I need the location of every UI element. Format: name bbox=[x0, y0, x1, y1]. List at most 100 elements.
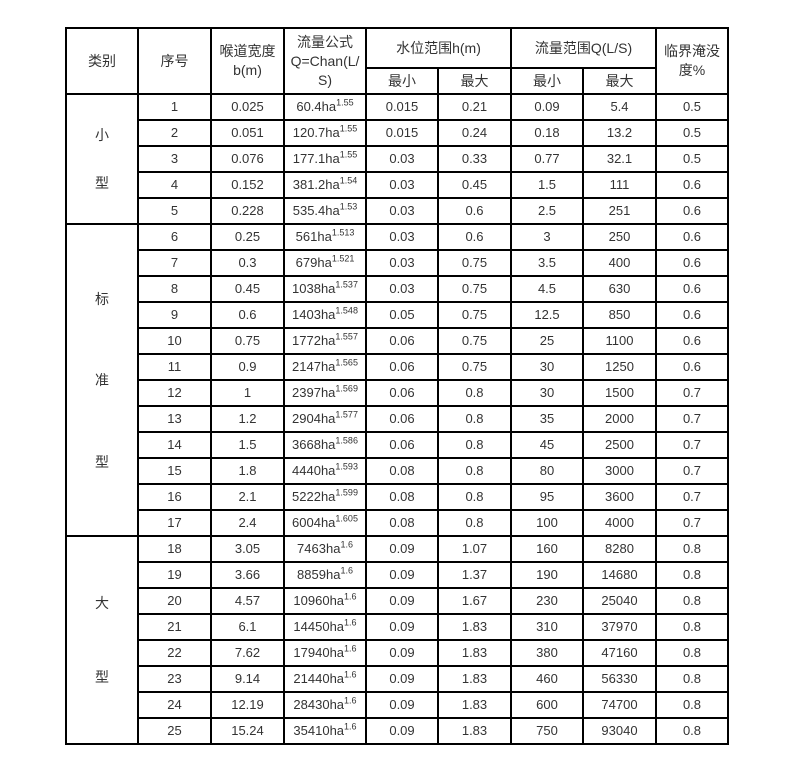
formula-exponent: 1.53 bbox=[339, 201, 358, 212]
formula: 1403ha1.548 bbox=[292, 305, 358, 322]
cell-q-max: 8280 bbox=[582, 535, 657, 563]
cell-submergence: 0.6 bbox=[655, 223, 729, 251]
cell-q-min: 30 bbox=[510, 379, 584, 407]
cell-q-min: 230 bbox=[510, 587, 584, 615]
table-row: 4 0.152 381.2ha1.54 0.03 0.45 1.5 111 0.6 bbox=[66, 171, 729, 199]
category-char: 小 bbox=[95, 127, 109, 143]
table-row: 20 4.57 10960ha1.6 0.09 1.67 230 25040 0.8 bbox=[66, 587, 729, 615]
cell-seq: 20 bbox=[137, 587, 212, 615]
cell-h-max: 0.8 bbox=[437, 509, 512, 537]
cell-seq: 10 bbox=[137, 327, 212, 355]
category-char: 型 bbox=[95, 453, 109, 470]
cell-formula: 5222ha1.599 bbox=[283, 483, 367, 511]
cell-h-min: 0.03 bbox=[365, 249, 439, 277]
table-row: 标准型 6 0.25 561ha1.513 0.03 0.6 3 250 0.6 bbox=[65, 223, 729, 537]
formula: 1038ha1.537 bbox=[292, 279, 358, 296]
cell-q-max: 3000 bbox=[582, 457, 657, 485]
table-row: 24 12.19 28430ha1.6 0.09 1.83 600 74700 0.8 bbox=[66, 691, 729, 719]
cell-submergence: 0.7 bbox=[655, 457, 729, 485]
cell-submergence: 0.6 bbox=[655, 301, 729, 329]
formula: 381.2ha1.54 bbox=[292, 175, 358, 192]
cell-h-min: 0.03 bbox=[365, 145, 439, 173]
formula: 10960ha1.6 bbox=[293, 591, 357, 608]
table-row: 大型 18 3.05 7463ha1.6 0.09 1.07 160 8280 0.8 bbox=[65, 535, 729, 745]
formula: 2397ha1.569 bbox=[292, 383, 358, 400]
category-char: 大 bbox=[95, 595, 109, 611]
category-label: 标准型 bbox=[68, 226, 136, 534]
cell-throat-width: 2.4 bbox=[210, 509, 285, 537]
formula-exponent: 1.6 bbox=[344, 643, 357, 654]
cell-h-max: 1.37 bbox=[437, 561, 512, 589]
cell-q-min: 3.5 bbox=[510, 249, 584, 277]
cell-h-max: 1.07 bbox=[437, 535, 512, 563]
cell-h-min: 0.06 bbox=[365, 431, 439, 459]
formula-exponent: 1.599 bbox=[335, 487, 358, 498]
cell-seq: 13 bbox=[137, 405, 212, 433]
formula: 14450ha1.6 bbox=[293, 617, 357, 634]
cell-h-min: 0.09 bbox=[365, 535, 439, 563]
cell-throat-width: 3.66 bbox=[210, 561, 285, 589]
cell-h-min: 0.09 bbox=[365, 691, 439, 719]
table-row: 7 0.3 679ha1.521 0.03 0.75 3.5 400 0.6 bbox=[66, 249, 729, 277]
formula-exponent: 1.593 bbox=[335, 461, 358, 472]
cell-formula: 177.1ha1.55 bbox=[283, 145, 367, 173]
flume-spec-table: 类别 序号 喉道宽度 b(m) 流量公式 Q=Chan(L/ S) 水位范围h(… bbox=[65, 27, 729, 745]
table-row: 16 2.1 5222ha1.599 0.08 0.8 95 3600 0.7 bbox=[66, 483, 729, 511]
cell-h-min: 0.08 bbox=[365, 483, 439, 511]
cell-submergence: 0.8 bbox=[655, 691, 729, 719]
cell-q-max: 2000 bbox=[582, 405, 657, 433]
cell-seq: 12 bbox=[137, 379, 212, 407]
cell-throat-width: 1.8 bbox=[210, 457, 285, 485]
formula: 177.1ha1.55 bbox=[292, 149, 358, 166]
formula-exponent: 1.605 bbox=[335, 513, 358, 524]
cell-h-min: 0.015 bbox=[365, 119, 439, 147]
cell-q-max: 47160 bbox=[582, 639, 657, 667]
header-row-1: 类别 序号 喉道宽度 b(m) 流量公式 Q=Chan(L/ S) 水位范围h(… bbox=[65, 27, 729, 95]
cell-q-max: 25040 bbox=[582, 587, 657, 615]
cell-formula: 14450ha1.6 bbox=[283, 613, 367, 641]
table-row: 3 0.076 177.1ha1.55 0.03 0.33 0.77 32.1 0.5 bbox=[66, 145, 729, 173]
cell-h-max: 0.6 bbox=[437, 197, 512, 225]
cell-q-min: 0.77 bbox=[510, 145, 584, 173]
cell-q-min: 95 bbox=[510, 483, 584, 511]
cell-seq: 3 bbox=[137, 145, 212, 173]
cell-throat-width: 2.1 bbox=[210, 483, 285, 511]
cell-submergence: 0.5 bbox=[655, 119, 729, 147]
formula: 17940ha1.6 bbox=[293, 643, 357, 660]
category-label: 小型 bbox=[68, 96, 136, 222]
category-cell: 标准型 bbox=[65, 223, 139, 537]
cell-h-max: 0.75 bbox=[437, 353, 512, 381]
table-row: 22 7.62 17940ha1.6 0.09 1.83 380 47160 0.8 bbox=[66, 639, 729, 667]
cell-q-min: 600 bbox=[510, 691, 584, 719]
cell-throat-width: 0.3 bbox=[210, 249, 285, 277]
cell-formula: 6004ha1.605 bbox=[283, 509, 367, 537]
cell-formula: 535.4ha1.53 bbox=[283, 197, 367, 225]
cell-seq: 7 bbox=[137, 249, 212, 277]
cell-throat-width: 0.25 bbox=[210, 223, 285, 251]
formula-exponent: 1.521 bbox=[331, 253, 355, 264]
cell-seq: 16 bbox=[137, 483, 212, 511]
cell-throat-width: 7.62 bbox=[210, 639, 285, 667]
header-h-min: 最小 bbox=[365, 67, 439, 95]
cell-h-max: 0.8 bbox=[437, 405, 512, 433]
cell-q-min: 310 bbox=[510, 613, 584, 641]
cell-formula: 28430ha1.6 bbox=[283, 691, 367, 719]
formula: 21440ha1.6 bbox=[293, 669, 357, 686]
header-q-max: 最大 bbox=[582, 67, 657, 95]
cell-seq: 14 bbox=[137, 431, 212, 459]
cell-seq: 15 bbox=[137, 457, 212, 485]
table-row: 2 0.051 120.7ha1.55 0.015 0.24 0.18 13.2 0.5 bbox=[66, 119, 729, 147]
cell-submergence: 0.8 bbox=[655, 639, 729, 667]
cell-throat-width: 0.025 bbox=[210, 93, 285, 121]
cell-h-min: 0.06 bbox=[365, 405, 439, 433]
header-row-2: 最小 最大 最小 最大 bbox=[66, 67, 728, 95]
cell-throat-width: 4.57 bbox=[210, 587, 285, 615]
category-cell: 小型 bbox=[65, 93, 139, 225]
cell-h-min: 0.06 bbox=[365, 353, 439, 381]
category-char: 型 bbox=[95, 669, 109, 685]
cell-q-min: 12.5 bbox=[510, 301, 584, 329]
formula: 679ha1.521 bbox=[295, 253, 355, 270]
cell-q-min: 100 bbox=[510, 509, 584, 537]
cell-formula: 1403ha1.548 bbox=[283, 301, 367, 329]
table-row: 13 1.2 2904ha1.577 0.06 0.8 35 2000 0.7 bbox=[66, 405, 729, 433]
